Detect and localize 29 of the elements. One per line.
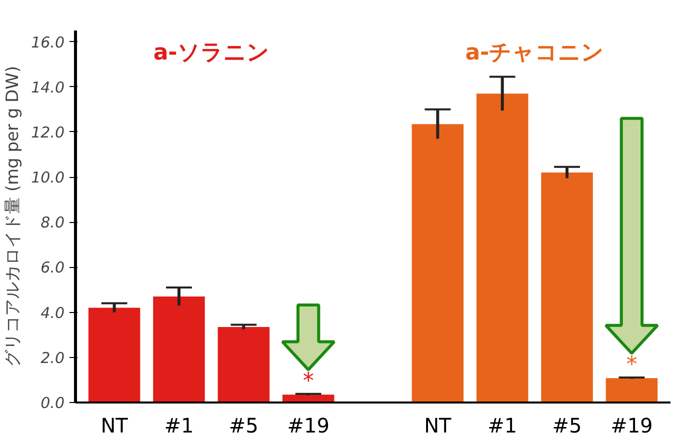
annotation: * <box>302 369 314 394</box>
x-tick-label: #19 <box>287 414 330 438</box>
annotation: * <box>626 352 638 378</box>
y-tick-label: 12.0 <box>31 123 65 142</box>
series-label: a-チャコニン <box>465 40 604 66</box>
y-tick-label: 2.0 <box>40 348 65 367</box>
y-axis-title: グリコアルカロイド量 (mg per g DW) <box>3 66 24 368</box>
bar <box>412 124 464 402</box>
x-tick-label: #1 <box>164 414 194 438</box>
y-tick-label: 4.0 <box>40 304 65 322</box>
bar <box>606 378 658 402</box>
bar <box>88 308 140 402</box>
y-tick-label: 14.0 <box>31 78 65 96</box>
bar <box>153 296 205 402</box>
y-tick-label: 16.0 <box>31 33 65 52</box>
x-tick-label: #5 <box>228 414 258 438</box>
y-tick-label: 8.0 <box>40 214 65 232</box>
x-tick-label: #5 <box>552 414 582 438</box>
y-tick-label: 0.0 <box>40 394 65 412</box>
bar <box>476 94 528 402</box>
text: a-ソラニン <box>153 40 270 66</box>
y-tick-label: 10.0 <box>31 168 65 187</box>
y-tick-label: 6.0 <box>40 258 65 277</box>
x-tick-label: NT <box>424 414 452 438</box>
bar <box>541 172 593 402</box>
x-tick-label: NT <box>100 414 129 438</box>
x-tick-label: #19 <box>610 414 653 438</box>
bar <box>218 326 270 402</box>
x-tick-label: #1 <box>488 414 518 438</box>
